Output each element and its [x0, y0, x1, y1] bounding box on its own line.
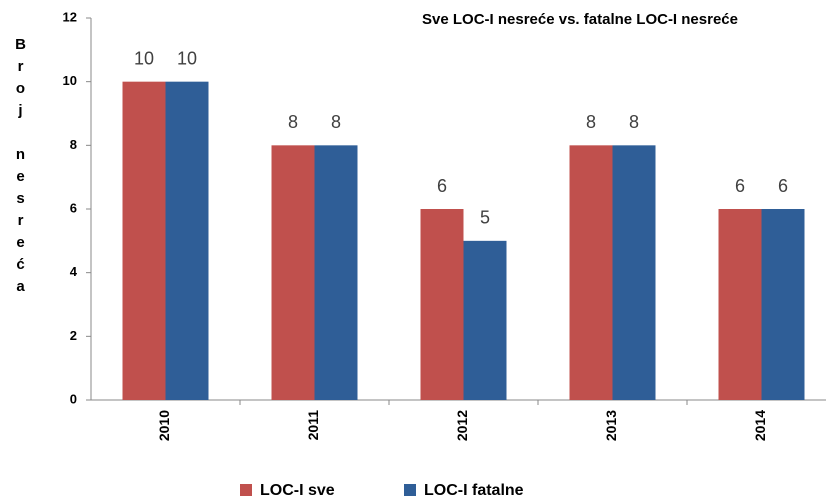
x-tick-label: 2010 [156, 410, 172, 441]
chart-title: Sve LOC-I nesreće vs. fatalne LOC-I nesr… [422, 11, 738, 28]
y-tick-label: 4 [70, 264, 78, 279]
bar [463, 240, 507, 400]
value-label: 6 [735, 176, 745, 196]
value-label: 6 [437, 176, 447, 196]
y-tick-label: 0 [70, 391, 77, 406]
legend-swatch [240, 484, 252, 496]
x-tick-label: 2013 [603, 410, 619, 441]
bar [165, 81, 209, 401]
y-tick-label: 8 [70, 137, 77, 152]
legend-label: LOC-I fatalne [424, 482, 524, 499]
x-tick-label: 2014 [752, 410, 768, 441]
bar [314, 145, 358, 400]
bar [271, 145, 315, 400]
y-axis-label: Broj nesreća [12, 36, 29, 300]
value-label: 5 [480, 208, 490, 228]
y-tick-label: 12 [63, 9, 77, 24]
value-label: 10 [134, 48, 154, 68]
x-tick-label: 2012 [454, 410, 470, 441]
value-label: 6 [778, 176, 788, 196]
legend-label: LOC-I sve [260, 482, 335, 499]
value-label: 8 [586, 112, 596, 132]
bar [569, 145, 613, 400]
y-tick-label: 2 [70, 328, 77, 343]
y-tick-label: 10 [63, 73, 77, 88]
bar [612, 145, 656, 400]
legend-swatch [404, 484, 416, 496]
bar [761, 209, 805, 400]
bar [122, 81, 166, 401]
value-label: 8 [331, 112, 341, 132]
x-tick-label: 2011 [305, 410, 321, 441]
y-tick-label: 6 [70, 200, 77, 215]
value-label: 8 [629, 112, 639, 132]
value-label: 10 [177, 48, 197, 68]
value-label: 8 [288, 112, 298, 132]
bar [718, 209, 762, 400]
bar [420, 209, 464, 400]
